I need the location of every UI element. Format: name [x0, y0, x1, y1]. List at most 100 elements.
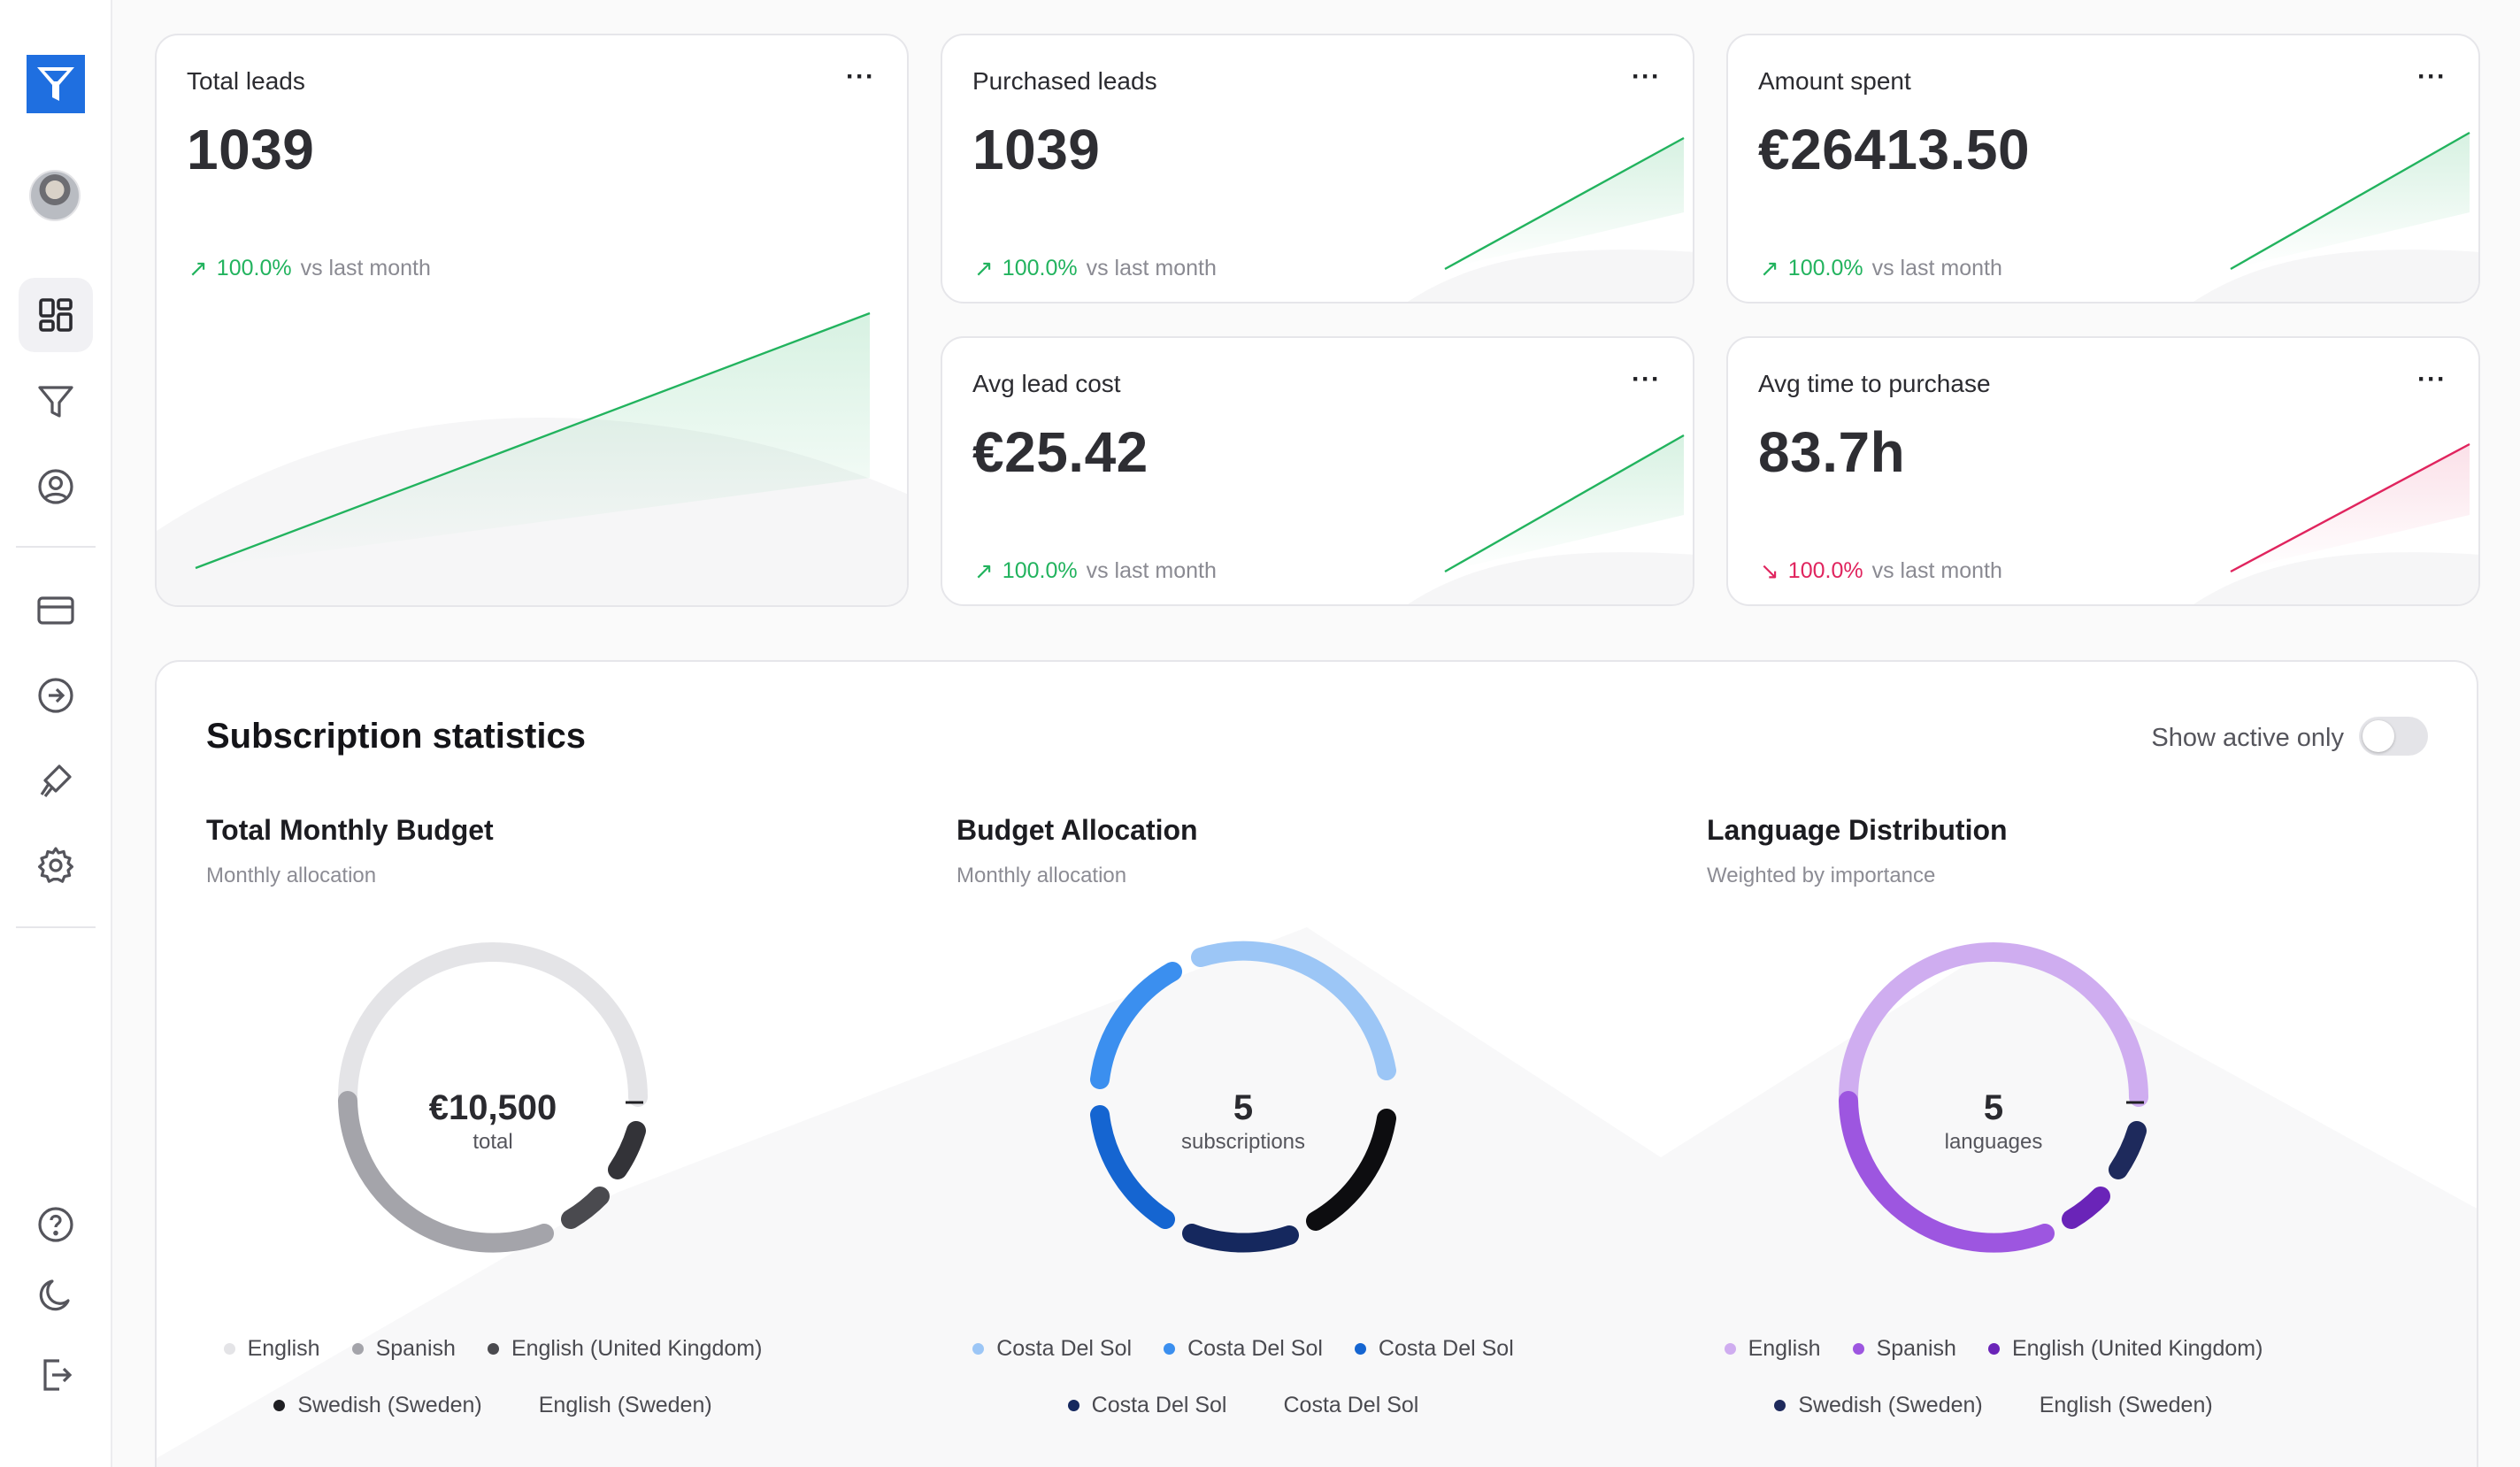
chart-title: Total Monthly Budget	[206, 814, 494, 846]
chart-title: Budget Allocation	[957, 814, 1198, 846]
arrow-right-circle-icon	[38, 678, 73, 713]
more-icon[interactable]: ···	[2417, 365, 2447, 394]
legend-item: English	[1724, 1336, 1821, 1362]
change-suffix: vs last month	[300, 256, 431, 280]
donut-segment-swedish	[561, 1187, 610, 1229]
sidebar-item-help[interactable]	[19, 1187, 93, 1262]
legend-item: English	[223, 1336, 320, 1362]
legend-item: Swedish (Sweden)	[273, 1393, 482, 1418]
sidebar-divider	[16, 926, 96, 928]
arrow-down-right-icon: ↘	[1760, 557, 1779, 584]
user-circle-icon	[38, 469, 73, 504]
card-title: Amount spent	[1758, 67, 1911, 95]
change-percent: 100.0%	[1787, 256, 1863, 280]
brush-icon	[40, 764, 72, 797]
moon-icon	[39, 1279, 70, 1311]
sidebar-item-logout[interactable]	[19, 1338, 93, 1412]
toggle-knob	[2362, 720, 2394, 752]
sparkline	[157, 311, 907, 605]
legend: Costa Del Sol Costa Del Sol Costa Del So…	[907, 1336, 1579, 1362]
more-icon[interactable]: ···	[846, 62, 875, 91]
credit-card-icon	[37, 596, 74, 625]
donut-center: €10,500 total	[334, 1088, 652, 1155]
card-value: 1039	[972, 118, 1101, 181]
funnel-icon	[38, 386, 73, 418]
legend-item: Costa Del Sol	[1354, 1336, 1514, 1362]
donut-segment-english	[1839, 942, 2148, 1107]
card-title: Total leads	[187, 67, 305, 95]
sidebar-item-forward[interactable]	[19, 658, 93, 733]
legend-item: English (Sweden)	[2039, 1393, 2213, 1417]
change-percent: 100.0%	[1002, 558, 1078, 583]
total-monthly-budget-chart: Total Monthly Budget Monthly allocation …	[157, 662, 907, 1467]
show-active-only-toggle[interactable]	[2359, 717, 2428, 756]
sidebar	[0, 0, 112, 1467]
center-label: total	[472, 1130, 513, 1154]
donut-chart	[1839, 942, 2148, 1253]
show-active-only-label: Show active only	[2151, 724, 2344, 752]
change-suffix: vs last month	[1086, 558, 1217, 583]
stat-card-amount-spent: Amount spent ··· €26413.50 ↗ 100.0% vs l…	[1726, 34, 2480, 303]
avatar[interactable]	[29, 170, 81, 221]
more-icon[interactable]: ···	[2417, 62, 2447, 91]
change-percent: 100.0%	[1787, 558, 1863, 583]
card-title: Avg lead cost	[972, 370, 1121, 397]
dashboard-icon	[39, 298, 73, 332]
stat-card-purchased-leads: Purchased leads ··· 1039 ↗ 100.0% vs las…	[941, 34, 1694, 303]
card-value: 1039	[187, 118, 315, 181]
legend-item: Costa Del Sol	[1164, 1336, 1323, 1362]
panel-background-pattern	[157, 927, 2477, 1467]
donut-chart	[1090, 941, 1396, 1253]
budget-allocation-chart: Budget Allocation Monthly allocation 5 s…	[907, 662, 1657, 1467]
sparkline	[1408, 434, 1693, 604]
more-icon[interactable]: ···	[1632, 365, 1661, 394]
legend-item: Spanish	[351, 1336, 456, 1362]
card-change: ↗ 100.0% vs last month	[974, 557, 1217, 585]
panel-title: Subscription statistics	[206, 717, 586, 756]
chart-subtitle: Weighted by importance	[1707, 864, 1936, 887]
sidebar-item-funnel[interactable]	[19, 365, 93, 439]
help-icon	[38, 1207, 73, 1242]
stat-card-avg-lead-cost: Avg lead cost ··· €25.42 ↗ 100.0% vs las…	[941, 336, 1694, 606]
legend-item: Spanish	[1852, 1336, 1956, 1362]
arrow-up-right-icon: ↗	[974, 557, 994, 584]
sparkline	[2193, 442, 2478, 604]
sidebar-item-settings[interactable]	[19, 828, 93, 902]
donut-segment-4	[1090, 1105, 1175, 1229]
legend: Swedish (Sweden) English (Sweden)	[1657, 1393, 2330, 1418]
card-change: ↗ 100.0% vs last month	[1760, 255, 2002, 282]
sidebar-item-account[interactable]	[19, 449, 93, 524]
card-title: Avg time to purchase	[1758, 370, 1991, 397]
change-suffix: vs last month	[1086, 256, 1217, 280]
center-value: 5	[1233, 1088, 1254, 1127]
card-change: ↗ 100.0% vs last month	[974, 255, 1217, 282]
center-label: subscriptions	[1180, 1130, 1306, 1154]
gear-icon	[38, 847, 73, 883]
sparkline	[2193, 131, 2478, 302]
donut-chart	[338, 942, 648, 1253]
donut-segment-1	[1191, 941, 1396, 1080]
chart-subtitle: Monthly allocation	[206, 864, 377, 887]
legend-item: English (Sweden)	[538, 1393, 712, 1417]
app-logo[interactable]	[27, 55, 85, 113]
donut-center: 5 subscriptions	[1084, 1088, 1402, 1155]
sidebar-item-theme[interactable]	[19, 1258, 93, 1333]
legend-item: Costa Del Sol	[1067, 1393, 1227, 1418]
arrow-up-right-icon: ↗	[1760, 255, 1779, 281]
donut-segment-english-uk	[2062, 1187, 2110, 1229]
sidebar-divider	[16, 546, 96, 548]
donut-segment-spanish	[338, 1091, 554, 1253]
legend: Costa Del Sol Costa Del Sol	[907, 1393, 1579, 1418]
subscription-statistics-panel: Subscription statistics Show active only…	[155, 660, 2478, 1467]
logout-icon	[43, 1359, 73, 1391]
donut-center: 5 languages	[1834, 1088, 2153, 1155]
center-value: €10,500	[428, 1088, 557, 1127]
card-change: ↗ 100.0% vs last month	[188, 255, 431, 282]
sidebar-item-customize[interactable]	[19, 743, 93, 818]
legend: English Spanish English (United Kingdom)	[1657, 1336, 2330, 1362]
change-percent: 100.0%	[1002, 256, 1078, 280]
card-value: 83.7h	[1758, 420, 1906, 484]
more-icon[interactable]: ···	[1632, 62, 1661, 91]
sidebar-item-dashboard[interactable]	[19, 278, 93, 352]
sidebar-item-billing[interactable]	[19, 573, 93, 648]
